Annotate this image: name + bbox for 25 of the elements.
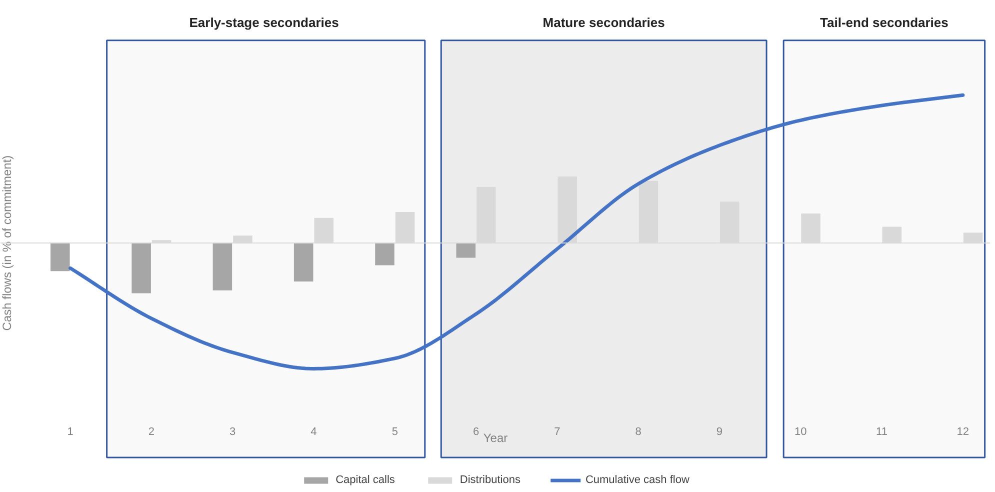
band-label: Early-stage secondaries <box>189 15 339 30</box>
x-tick-label: 6 <box>472 426 480 438</box>
band-label: Tail-end secondaries <box>820 15 948 30</box>
bar <box>375 243 394 266</box>
x-tick-label: 7 <box>554 426 560 438</box>
x-tick-label: 5 <box>392 426 398 438</box>
x-tick-label: 9 <box>716 426 723 438</box>
legend-label: Cumulative cash flow <box>585 474 690 486</box>
x-tick-label: 4 <box>310 426 317 438</box>
bar <box>50 243 70 272</box>
x-tick-label: 11 <box>876 426 888 438</box>
legend-label: Capital calls <box>336 474 395 486</box>
band-label: Mature secondaries <box>542 15 665 30</box>
x-tick-label: 2 <box>148 426 154 438</box>
bar <box>212 243 232 290</box>
x-axis-title: Year <box>483 431 508 446</box>
x-tick-label: 12 <box>956 426 970 438</box>
bar <box>456 243 476 258</box>
x-tick-label: 3 <box>230 426 236 438</box>
bar <box>294 243 314 282</box>
x-tick-label: 1 <box>67 426 74 438</box>
legend-label: Distributions <box>460 474 520 486</box>
x-tick-label: 8 <box>635 426 642 438</box>
bar <box>132 243 151 294</box>
x-tick-label: 10 <box>794 426 807 438</box>
